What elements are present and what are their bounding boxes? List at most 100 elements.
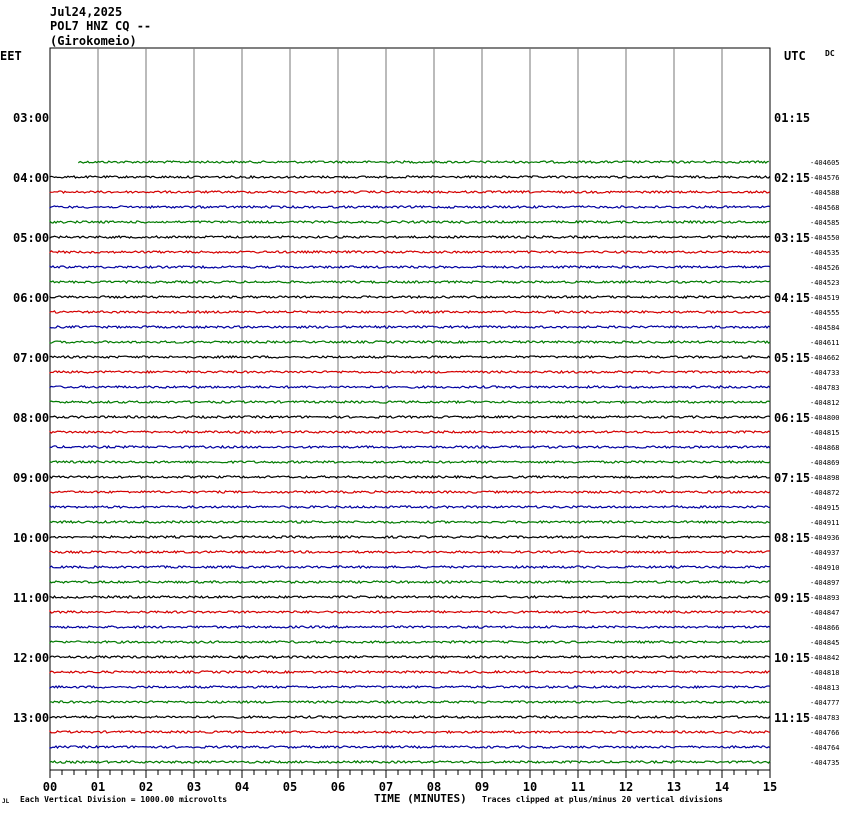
seismic-trace <box>49 190 771 195</box>
trace-offset-label: -404783 <box>810 714 840 722</box>
seismic-trace <box>49 309 771 315</box>
trace-offset-label: -404733 <box>810 369 840 377</box>
seismic-trace <box>49 249 771 254</box>
seismic-trace <box>49 384 771 389</box>
x-tick-label: 00 <box>43 780 57 794</box>
x-tick-label: 01 <box>91 780 105 794</box>
left-hour-label: 10:00 <box>13 531 49 545</box>
x-tick-label: 09 <box>475 780 489 794</box>
seismic-trace <box>49 669 771 674</box>
trace-offset-label: -404872 <box>810 489 840 497</box>
x-tick-label: 14 <box>715 780 729 794</box>
seismic-trace <box>49 504 771 509</box>
trace-offset-label: -404662 <box>810 354 840 362</box>
seismic-trace <box>49 430 771 434</box>
trace-offset-label: -404812 <box>810 399 840 407</box>
seismic-trace <box>49 564 771 570</box>
left-hour-label: 13:00 <box>13 711 49 725</box>
trace-offset-label: -404937 <box>810 549 840 557</box>
x-tick-label: 04 <box>235 780 249 794</box>
seismic-trace <box>49 460 771 465</box>
x-tick-label: 06 <box>331 780 345 794</box>
seismic-trace <box>49 355 771 360</box>
seismic-trace <box>49 204 771 209</box>
right-hour-label: 04:15 <box>774 291 810 305</box>
seismic-trace <box>78 160 769 164</box>
trace-offset-label: -404783 <box>810 384 840 392</box>
trace-offset-label: -404910 <box>810 564 840 572</box>
x-tick-label: 02 <box>139 780 153 794</box>
right-hour-label: 05:15 <box>774 351 810 365</box>
seismic-trace <box>49 760 771 764</box>
seismic-trace <box>49 729 771 735</box>
seismic-trace <box>49 745 771 750</box>
right-hour-label: 10:15 <box>774 651 810 665</box>
trace-offset-label: -404847 <box>810 609 840 617</box>
left-timezone-label: EET <box>0 49 22 63</box>
trace-offset-label: -404735 <box>810 759 840 767</box>
seismic-trace <box>49 549 771 555</box>
x-tick-label: 10 <box>523 780 537 794</box>
x-tick-label: 08 <box>427 780 441 794</box>
clip-note: Traces clipped at plus/minus 20 vertical… <box>482 795 723 804</box>
trace-offset-label: -404866 <box>810 624 840 632</box>
seismic-trace <box>49 280 771 285</box>
x-axis-label: TIME (MINUTES) <box>374 792 467 805</box>
left-hour-label: 12:00 <box>13 651 49 665</box>
trace-offset-label: -404584 <box>810 324 840 332</box>
seismic-trace <box>49 219 771 225</box>
x-tick-label: 03 <box>187 780 201 794</box>
trace-offset-label: -404777 <box>810 699 840 707</box>
seismic-trace <box>49 489 771 494</box>
right-hour-label: 01:15 <box>774 111 810 125</box>
left-hour-label: 05:00 <box>13 231 49 245</box>
chart-station: POL7 HNZ CQ -- <box>50 19 152 33</box>
trace-offset-label: -404611 <box>810 339 840 347</box>
footer-mark: JL <box>2 798 10 805</box>
seismic-trace <box>49 339 771 344</box>
seismic-trace <box>49 415 771 420</box>
seismic-trace <box>49 640 771 644</box>
trace-offset-label: -404800 <box>810 414 840 422</box>
dc-label: DC <box>825 49 835 58</box>
seismic-trace <box>49 595 771 600</box>
trace-offset-label: -404818 <box>810 669 840 677</box>
seismic-trace <box>49 625 771 629</box>
right-hour-label: 03:15 <box>774 231 810 245</box>
seismic-trace <box>49 519 771 525</box>
trace-offset-label: -404845 <box>810 639 840 647</box>
trace-offset-label: -404897 <box>810 579 840 587</box>
trace-offset-label: -404766 <box>810 729 840 737</box>
trace-offset-label: -404523 <box>810 279 840 287</box>
x-tick-label: 11 <box>571 780 585 794</box>
left-hour-label: 03:00 <box>13 111 49 125</box>
seismic-trace <box>49 699 771 704</box>
right-hour-label: 08:15 <box>774 531 810 545</box>
trace-offset-label: -404585 <box>810 219 840 227</box>
x-tick-label: 12 <box>619 780 633 794</box>
seismic-trace <box>49 369 771 375</box>
trace-offset-label: -404588 <box>810 189 840 197</box>
x-tick-label: 05 <box>283 780 297 794</box>
trace-offset-label: -404911 <box>810 519 840 527</box>
left-hour-label: 07:00 <box>13 351 49 365</box>
seismic-trace <box>49 655 771 660</box>
trace-offset-label: -404813 <box>810 684 840 692</box>
right-timezone-label: UTC <box>784 49 806 63</box>
seismic-trace <box>49 714 771 719</box>
seismic-trace <box>49 444 771 449</box>
x-tick-label: 15 <box>763 780 777 794</box>
chart-location: (Girokomeio) <box>50 34 137 48</box>
trace-offset-label: -404550 <box>810 234 840 242</box>
left-hour-label: 09:00 <box>13 471 49 485</box>
seismic-trace <box>49 235 771 240</box>
seismic-trace <box>49 684 771 690</box>
right-hour-label: 11:15 <box>774 711 810 725</box>
trace-offset-label: -404555 <box>810 309 840 317</box>
plot-frame <box>49 47 771 771</box>
trace-offset-label: -404526 <box>810 264 840 272</box>
trace-offset-label: -404936 <box>810 534 840 542</box>
trace-offset-label: -404898 <box>810 474 840 482</box>
left-hour-label: 06:00 <box>13 291 49 305</box>
